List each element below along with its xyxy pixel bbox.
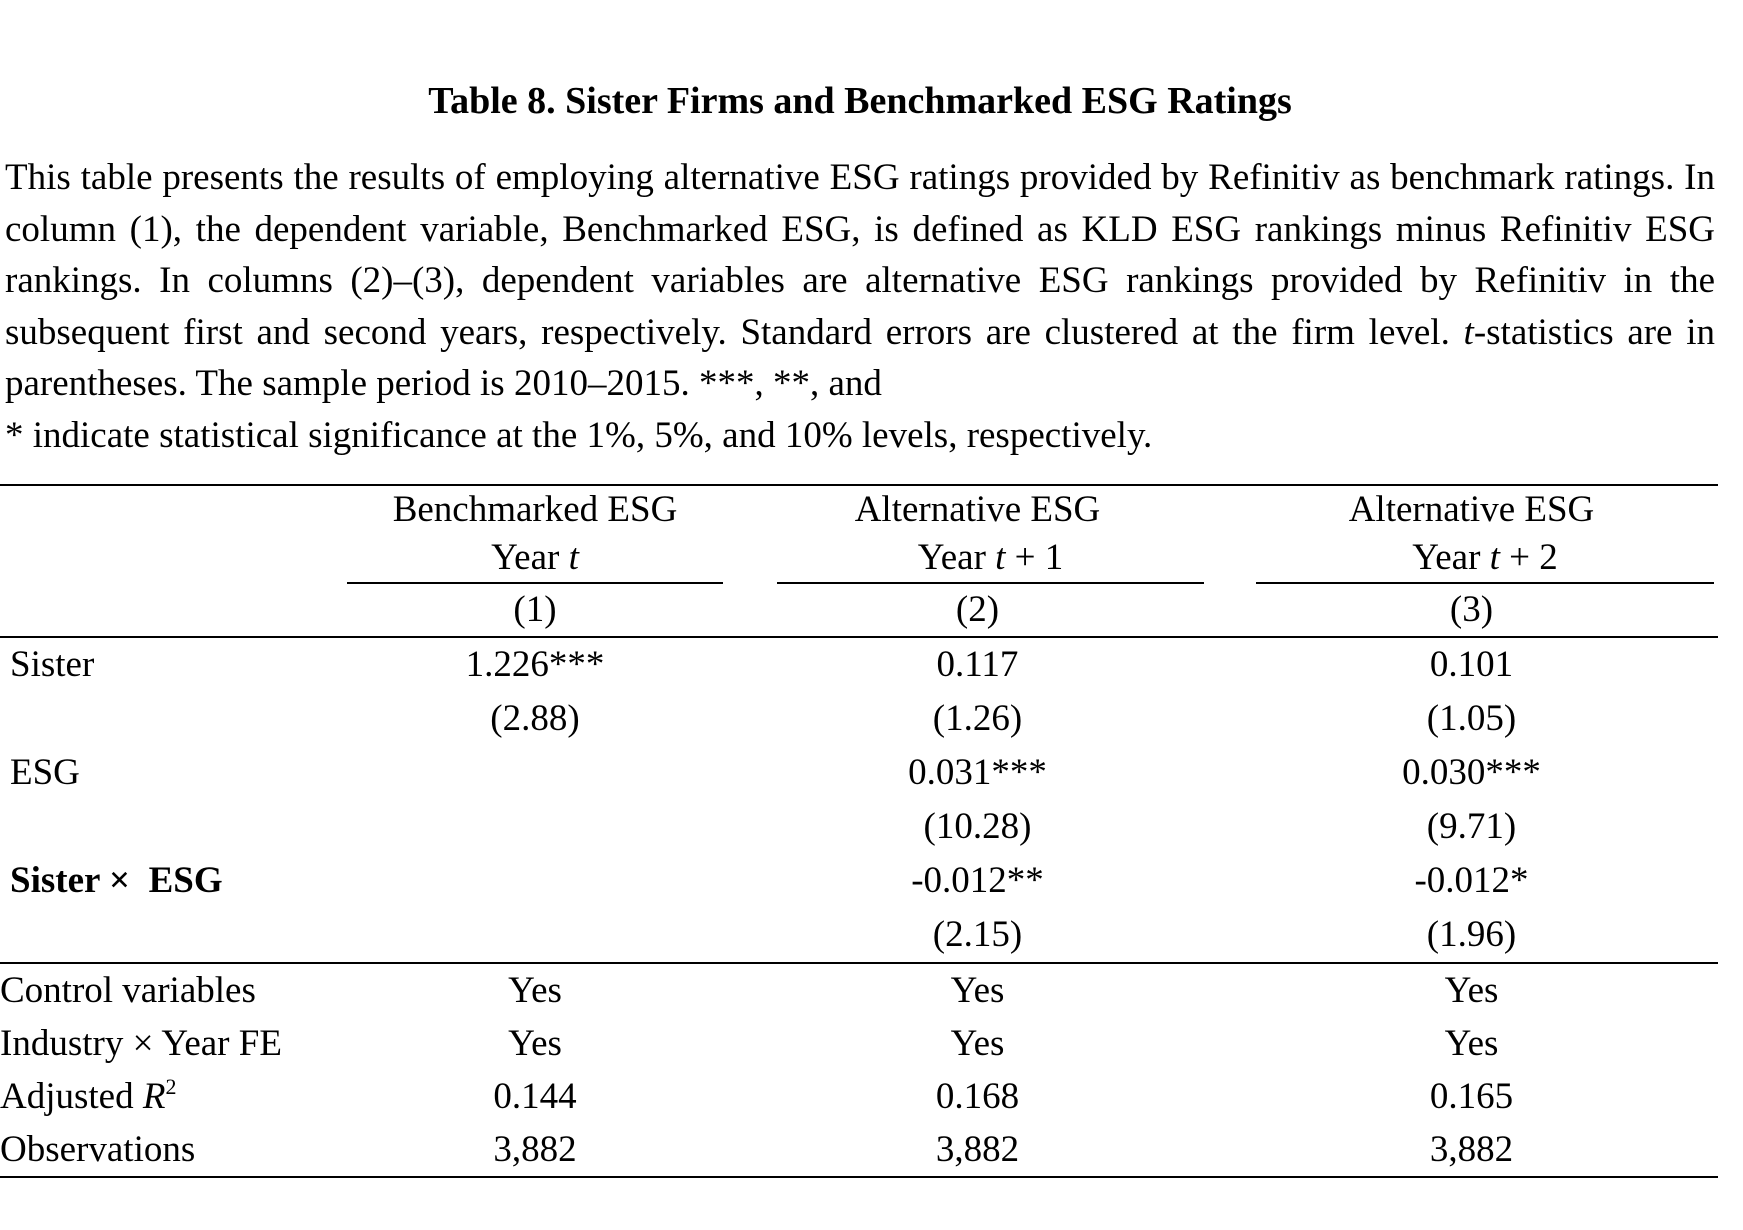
footer-cell: Yes bbox=[730, 962, 1225, 1017]
caption-significance-note: * indicate statistical significance at t… bbox=[5, 414, 1153, 456]
row-label-blank bbox=[0, 800, 340, 854]
tstat-cell: (1.05) bbox=[1426, 698, 1517, 739]
year-prefix: Year bbox=[491, 537, 569, 578]
caption-text-cont: -statistics are in parentheses. The samp… bbox=[5, 311, 1715, 405]
r2-sup: 2 bbox=[165, 1074, 177, 1099]
footer-cell: Yes bbox=[508, 1023, 562, 1064]
column-number-2: (2) bbox=[730, 584, 1225, 638]
coef-cell: 0.101 bbox=[1429, 644, 1514, 685]
footer-cell: Yes bbox=[1225, 962, 1718, 1017]
row-label: ESG bbox=[10, 752, 80, 793]
tstat-row-esg: (10.28) (9.71) bbox=[0, 800, 1718, 854]
r2-prefix: Adjusted bbox=[0, 1076, 143, 1117]
table-caption: This table presents the results of emplo… bbox=[5, 152, 1715, 461]
footer-cell: 0.168 bbox=[935, 1076, 1020, 1117]
header-blank bbox=[0, 584, 340, 638]
header-row-year: Year t Year t + 1 Year t + 2 bbox=[0, 533, 1718, 584]
tstat-row-sister: (2.88) (1.26) (1.05) bbox=[0, 692, 1718, 746]
tstat-cell: (2.88) bbox=[490, 698, 580, 739]
tstat-cell bbox=[340, 800, 730, 854]
footer-row-r2: Adjusted R2 0.144 0.168 0.165 bbox=[0, 1070, 1718, 1123]
table-title: Table 8. Sister Firms and Benchmarked ES… bbox=[428, 80, 1292, 122]
row-label: Sister × ESG bbox=[10, 860, 223, 901]
coef-cell: 1.226*** bbox=[465, 644, 605, 685]
coef-row-sister: Sister 1.226*** 0.117 0.101 bbox=[0, 637, 1718, 692]
column-header-1-line1: Benchmarked ESG bbox=[392, 489, 678, 530]
footer-label: Control variables bbox=[0, 962, 340, 1017]
row-label-blank bbox=[0, 908, 340, 963]
footer-cell: 0.165 bbox=[1429, 1076, 1514, 1117]
year-suffix: + 1 bbox=[1005, 537, 1064, 578]
column-header-1: Benchmarked ESG bbox=[340, 484, 730, 533]
footer-cell: 3,882 bbox=[1225, 1123, 1718, 1178]
footer-label: Adjusted R2 bbox=[0, 1070, 340, 1123]
header-blank bbox=[0, 484, 340, 533]
coef-row-esg: ESG 0.031*** 0.030*** bbox=[0, 746, 1718, 800]
header-row-variable: Benchmarked ESG Alternative ESG Alternat… bbox=[0, 484, 1718, 533]
coef-cell: 0.031*** bbox=[908, 752, 1047, 793]
footer-cell: Yes bbox=[340, 962, 730, 1017]
tstat-row-sister-x-esg: (2.15) (1.96) bbox=[0, 908, 1718, 963]
caption-text: This table presents the results of emplo… bbox=[5, 157, 1715, 353]
year-var: t bbox=[1489, 537, 1500, 578]
column-year-1: Year t bbox=[340, 533, 730, 584]
column-year-2-underline: Year t + 1 bbox=[777, 533, 1204, 584]
caption-t-italic: t bbox=[1463, 311, 1474, 353]
footer-row-controls: Control variables Yes Yes Yes bbox=[0, 962, 1718, 1017]
footer-cell: Yes bbox=[950, 1023, 1005, 1064]
coef-cell: -0.012** bbox=[911, 860, 1044, 901]
coef-cell: -0.012* bbox=[1414, 860, 1529, 901]
footer-cell: 0.144 bbox=[493, 1076, 577, 1117]
column-header-3-line1: Alternative ESG bbox=[1348, 489, 1595, 530]
footer-cell: 3,882 bbox=[340, 1123, 730, 1178]
tstat-cell: (2.15) bbox=[932, 914, 1023, 955]
row-label-blank bbox=[0, 692, 340, 746]
coef-cell: 0.117 bbox=[936, 644, 1019, 685]
column-number-3: (3) bbox=[1225, 584, 1718, 638]
column-number-row: (1) (2) (3) bbox=[0, 584, 1718, 638]
regression-table: Benchmarked ESG Alternative ESG Alternat… bbox=[0, 484, 1718, 1178]
header-blank bbox=[0, 533, 340, 584]
footer-label: Industry × Year FE bbox=[0, 1023, 282, 1064]
column-year-1-underline: Year t bbox=[347, 533, 723, 584]
column-header-2-line1: Alternative ESG bbox=[854, 489, 1101, 530]
footer-row-observations: Observations 3,882 3,882 3,882 bbox=[0, 1123, 1718, 1178]
footer-cell: Yes bbox=[1444, 1023, 1499, 1064]
column-header-2: Alternative ESG bbox=[730, 484, 1225, 533]
coef-cell bbox=[340, 746, 730, 800]
year-var: t bbox=[568, 537, 579, 578]
tstat-cell: (1.96) bbox=[1426, 914, 1517, 955]
coef-cell: 0.030*** bbox=[1402, 752, 1541, 793]
column-header-3: Alternative ESG bbox=[1225, 484, 1718, 533]
coef-row-sister-x-esg: Sister × ESG -0.012** -0.012* bbox=[0, 854, 1718, 908]
tstat-cell: (9.71) bbox=[1426, 806, 1517, 847]
column-year-3-underline: Year t + 2 bbox=[1256, 533, 1714, 584]
footer-label: Observations bbox=[0, 1123, 340, 1178]
column-year-3: Year t + 2 bbox=[1225, 533, 1718, 584]
year-suffix: + 2 bbox=[1499, 537, 1558, 578]
tstat-cell: (1.26) bbox=[932, 698, 1023, 739]
column-year-2: Year t + 1 bbox=[730, 533, 1225, 584]
year-prefix: Year bbox=[1412, 537, 1490, 578]
tstat-cell: (10.28) bbox=[923, 806, 1032, 847]
year-prefix: Year bbox=[917, 537, 996, 578]
footer-row-fe: Industry × Year FE Yes Yes Yes bbox=[0, 1017, 1718, 1070]
tstat-cell bbox=[340, 908, 730, 963]
row-label: Sister bbox=[10, 644, 95, 685]
column-number-1: (1) bbox=[340, 584, 730, 638]
r2-var: R bbox=[142, 1076, 166, 1117]
footer-cell: 3,882 bbox=[730, 1123, 1225, 1178]
year-var: t bbox=[995, 537, 1006, 578]
coef-cell bbox=[340, 854, 730, 908]
